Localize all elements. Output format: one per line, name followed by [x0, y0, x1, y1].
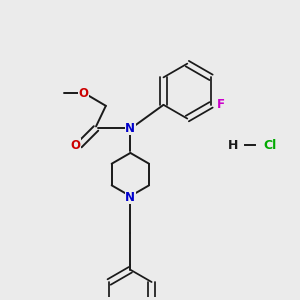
Text: N: N: [125, 122, 135, 135]
Text: O: O: [70, 139, 80, 152]
Text: F: F: [217, 98, 225, 111]
Text: Cl: Cl: [263, 139, 276, 152]
Text: O: O: [78, 87, 88, 100]
Text: N: N: [125, 190, 135, 204]
Text: H: H: [228, 139, 239, 152]
